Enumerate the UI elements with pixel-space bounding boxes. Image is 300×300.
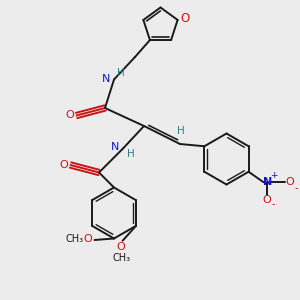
Text: H: H <box>117 68 124 78</box>
Text: H: H <box>177 126 184 136</box>
Text: H: H <box>127 149 134 159</box>
Text: O: O <box>65 110 74 121</box>
Text: N: N <box>110 142 119 152</box>
Text: O: O <box>263 195 272 205</box>
Text: CH₃: CH₃ <box>112 253 130 263</box>
Text: O: O <box>83 234 92 244</box>
Text: O: O <box>181 12 190 25</box>
Text: O: O <box>117 242 125 252</box>
Text: -: - <box>294 183 298 193</box>
Text: O: O <box>59 160 68 170</box>
Text: O: O <box>286 177 294 187</box>
Text: CH₃: CH₃ <box>66 234 84 244</box>
Text: N: N <box>101 74 110 84</box>
Text: N: N <box>262 177 272 187</box>
Text: -: - <box>272 200 275 209</box>
Text: +: + <box>270 171 278 180</box>
